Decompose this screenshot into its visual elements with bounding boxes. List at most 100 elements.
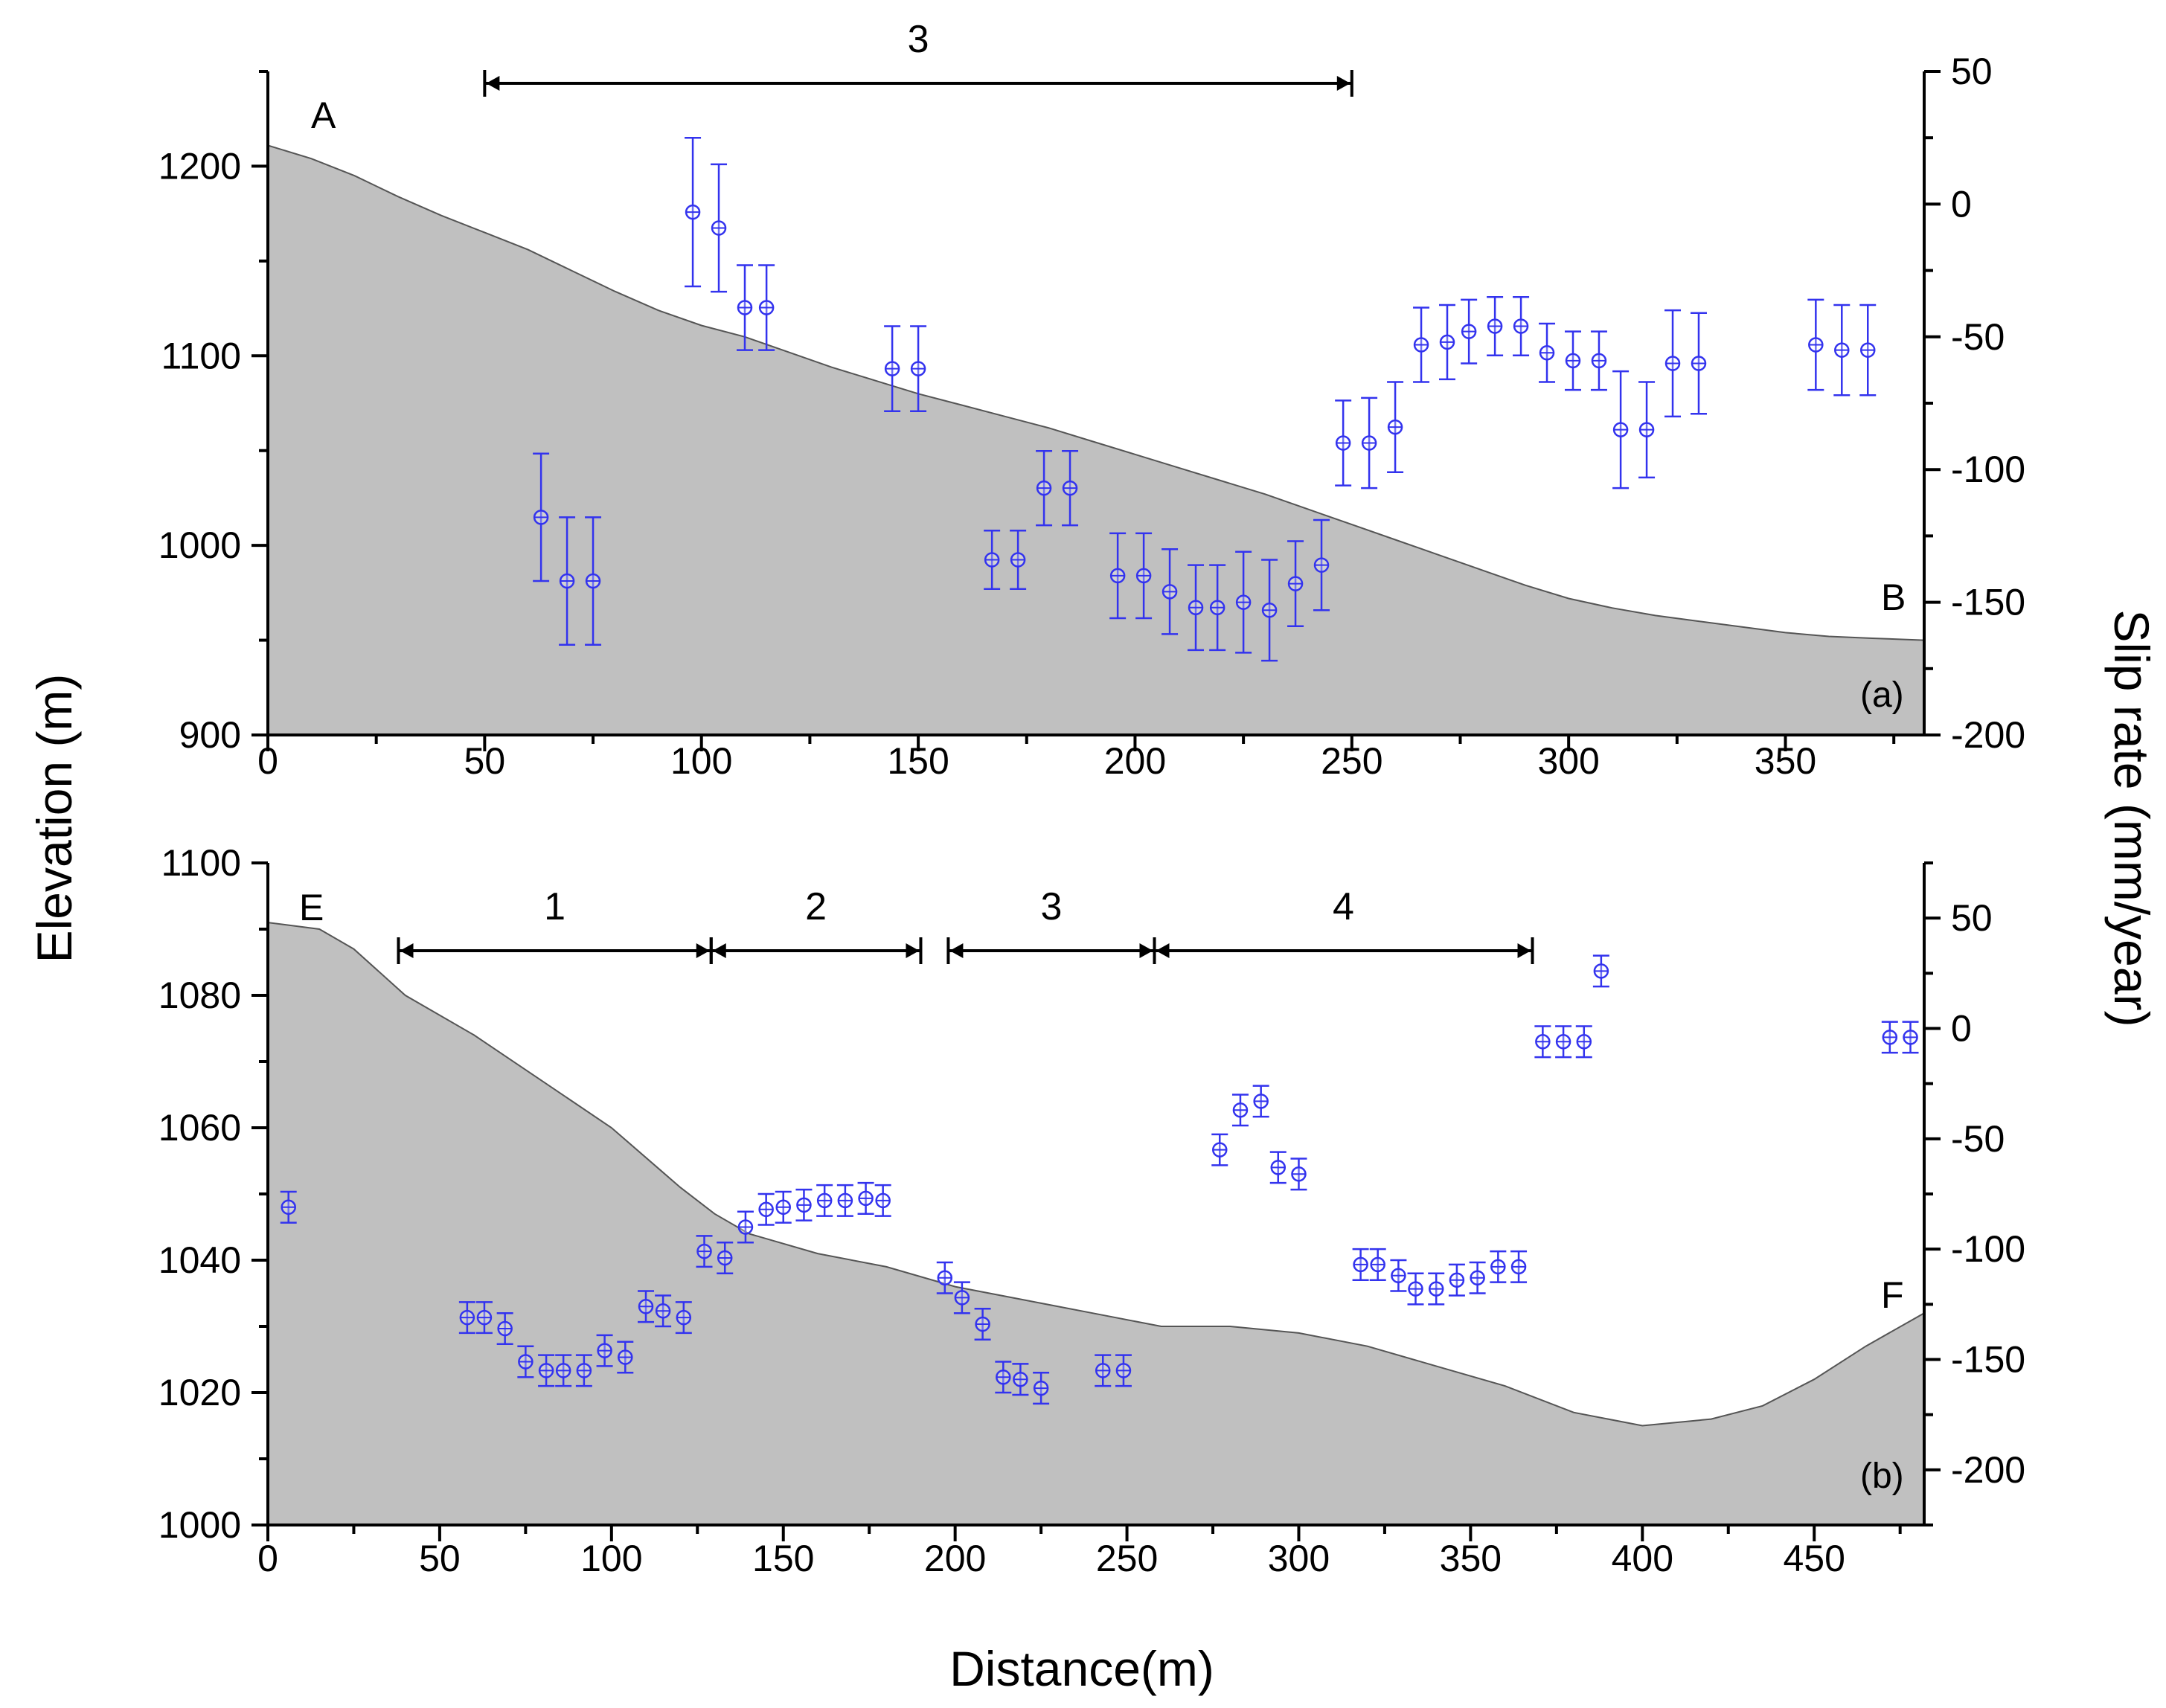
slip-rate-point: [1490, 1250, 1507, 1283]
slip-rate-point: [1487, 296, 1504, 357]
slip-rate-point: [1012, 1363, 1029, 1396]
zone-label: 3: [908, 18, 929, 61]
slip-rate-point: [816, 1184, 833, 1217]
y-right-tick-label: -100: [1951, 1228, 2025, 1270]
slip-rate-point: [1807, 298, 1824, 391]
slip-rate-point: [1592, 954, 1609, 988]
slip-rate-point: [1387, 381, 1404, 474]
zone-bracket-4: 4: [1153, 885, 1534, 964]
panel-a: 0 50 100 150 200 250 300 350900100011001200-200…: [158, 18, 2025, 782]
y-left-tick-label: 1060: [158, 1107, 241, 1149]
y-right-tick-label: -150: [1951, 582, 2025, 623]
slip-rate-point: [775, 1190, 792, 1224]
y-right-tick-label: -150: [1951, 1339, 2025, 1381]
slip-rate-point: [1469, 1261, 1486, 1294]
zone-arrowhead-left: [486, 76, 500, 91]
x-tick-label: 100: [580, 1538, 642, 1579]
zone-arrowhead-left: [400, 943, 414, 958]
slip-rate-point: [1261, 559, 1278, 662]
slip-rate-point: [1390, 1259, 1407, 1292]
slip-rate-point: [1313, 518, 1330, 611]
zone-arrowhead-right: [1336, 76, 1350, 91]
x-tick-label: 200: [924, 1538, 986, 1579]
slip-rate-point: [1833, 304, 1851, 396]
slip-rate-point: [575, 1354, 592, 1387]
slip-rate-point: [1115, 1354, 1132, 1387]
zone-arrowhead-right: [1517, 943, 1531, 958]
zone-arrowhead-right: [696, 943, 710, 958]
slip-rate-point: [1209, 564, 1226, 652]
slip-rate-point: [1290, 1158, 1307, 1191]
y-left-tick-label: 1200: [158, 145, 241, 187]
zone-arrowhead-right: [906, 943, 920, 958]
profile-end-label-a: B: [1881, 577, 1906, 618]
x-tick-label: 100: [670, 740, 732, 782]
x-tick-label: 200: [1104, 740, 1166, 782]
slip-rate-point: [585, 516, 602, 646]
x-tick-label: 150: [887, 740, 949, 782]
y-left-tick-label: 1100: [161, 842, 241, 884]
x-tick-label: 400: [1612, 1538, 1673, 1579]
slip-rate-point: [1036, 449, 1053, 527]
slip-rate-point: [655, 1294, 672, 1328]
zone-arrowhead-left: [949, 943, 964, 958]
slip-rate-point: [1590, 330, 1607, 391]
slip-rate-point: [280, 1190, 297, 1224]
slip-rate-point: [1461, 298, 1478, 365]
y-right-tick-label: -50: [1951, 316, 2005, 358]
slip-rate-point: [1428, 1272, 1445, 1306]
slip-rate-point: [496, 1312, 513, 1345]
zone-arrowhead-left: [712, 943, 726, 958]
slip-rate-point: [717, 1242, 734, 1275]
slip-rate-point: [874, 1184, 891, 1217]
slip-rate-point: [936, 1261, 953, 1294]
y-left-tick-label: 900: [179, 714, 241, 756]
slip-rate-point: [974, 1308, 991, 1341]
slip-rate-point: [696, 1235, 713, 1268]
x-tick-label: 350: [1755, 740, 1816, 782]
slip-rate-point: [538, 1354, 555, 1387]
slip-rate-point: [1231, 1094, 1249, 1127]
x-tick-label: 350: [1440, 1538, 1502, 1579]
y-right-axis-title: Slip rate (mm/year): [2104, 609, 2159, 1027]
elevation-profile-a: [268, 144, 1924, 735]
slip-rate-point: [1690, 312, 1707, 415]
slip-rate-point: [1161, 548, 1179, 635]
slip-rate-point: [953, 1281, 970, 1314]
elevation-profile-b: [268, 922, 1924, 1525]
slip-rate-point: [475, 1301, 493, 1335]
slip-rate-point: [638, 1290, 655, 1323]
slip-rate-point: [1638, 381, 1656, 479]
slip-rate-point: [1109, 532, 1127, 620]
slip-rate-point: [1510, 1250, 1528, 1283]
x-axis-title: Distance(m): [949, 1641, 1214, 1696]
slip-rate-point: [517, 1345, 534, 1378]
y-right-tick-label: -200: [1951, 714, 2025, 756]
slip-rate-point: [1352, 1248, 1369, 1281]
y-left-tick-label: 1100: [161, 335, 241, 376]
slip-rate-point: [1135, 532, 1153, 620]
x-tick-label: 250: [1321, 740, 1382, 782]
slip-rate-point: [1534, 1025, 1551, 1059]
slip-rate-point: [1269, 1151, 1287, 1184]
slip-rate-point: [1448, 1263, 1465, 1297]
slip-rate-point: [1188, 564, 1205, 652]
slip-rate-point: [596, 1334, 613, 1367]
slip-rate-point: [675, 1301, 692, 1335]
profile-start-label-e: E: [299, 887, 324, 928]
zone-bracket-1: 1: [397, 885, 713, 964]
slip-rate-point: [836, 1184, 853, 1217]
slip-rate-point: [1413, 306, 1430, 383]
slip-rate-point: [857, 1181, 874, 1215]
slip-rate-point: [1235, 550, 1252, 654]
profile-start-label-a: A: [311, 94, 336, 136]
slip-rate-point: [458, 1301, 475, 1335]
slip-rate-point: [533, 452, 550, 582]
slip-rate-point: [1555, 1025, 1572, 1059]
zone-bracket-3: 3: [483, 18, 1353, 97]
y-right-tick-label: -100: [1951, 449, 2025, 490]
slip-rate-point: [1062, 449, 1079, 527]
slip-rate-point: [984, 530, 1001, 591]
y-right-tick-label: -200: [1951, 1449, 2025, 1491]
slip-rate-point: [1439, 304, 1456, 381]
